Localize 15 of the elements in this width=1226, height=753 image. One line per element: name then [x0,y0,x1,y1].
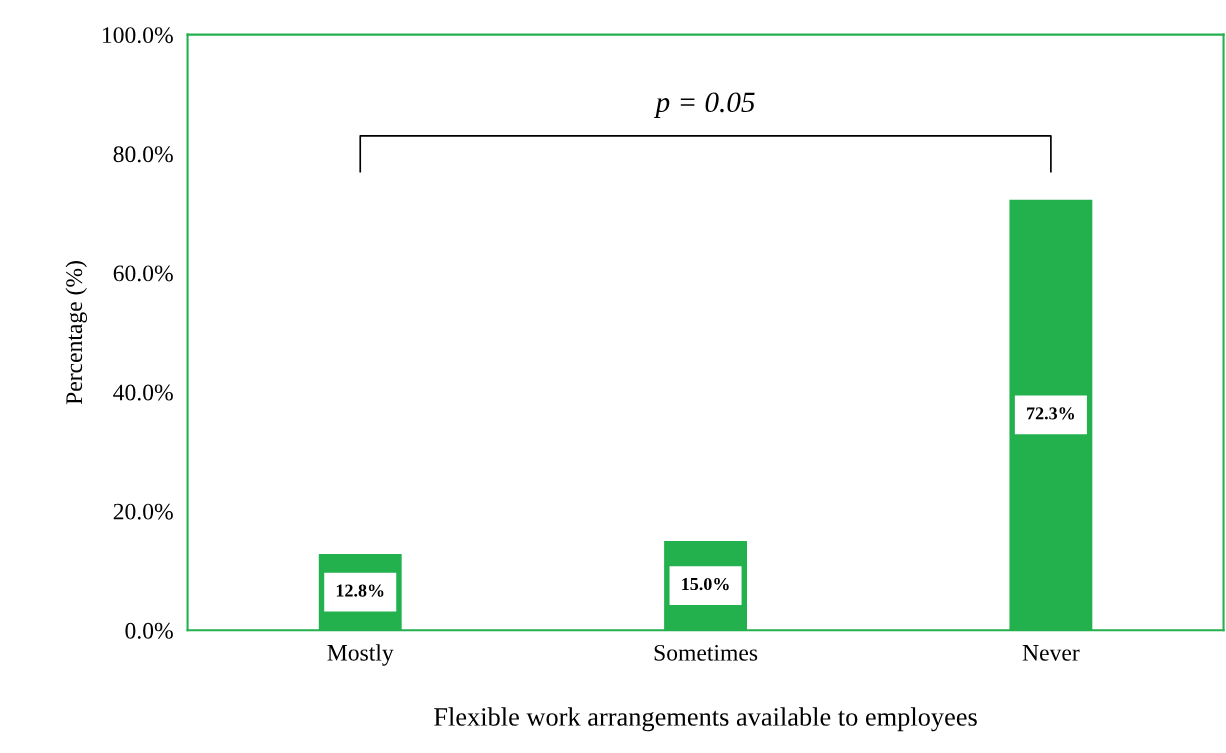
x-tick-label: Mostly [327,644,394,666]
y-tick-label: 0.0% [125,622,173,639]
data-label: 12.8% [336,584,384,597]
x-axis-title: Flexible work arrangements available to employees [434,707,977,732]
data-label: 15.0% [682,577,729,591]
y-tick-label: 80.0% [113,146,173,163]
annotation: p = 0.05 [653,92,755,119]
x-tick-label: Sometimes [654,644,758,661]
x-tick-label: Never [1022,645,1080,661]
data-label: 72.3% [1027,407,1075,420]
y-tick-label: 100.0% [102,27,173,44]
y-tick-label: 60.0% [113,265,173,282]
y-tick-label: 20.0% [113,503,173,520]
y-axis-title: Percentage (%) [65,261,88,405]
y-tick-label: 40.0% [113,384,173,401]
